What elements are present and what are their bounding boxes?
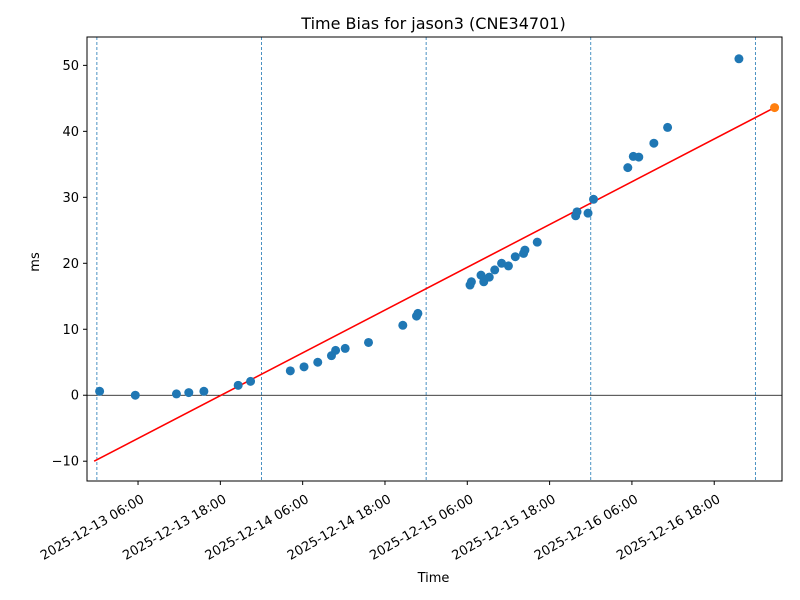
- data-point: [572, 207, 582, 217]
- y-tick-label: 40: [62, 125, 79, 140]
- axes-frame: [86, 36, 783, 482]
- highlight-point: [770, 103, 780, 113]
- data-point: [340, 343, 350, 353]
- data-point: [130, 390, 140, 400]
- data-point: [246, 376, 256, 386]
- y-tick-label: −10: [52, 455, 79, 470]
- data-point: [285, 366, 295, 376]
- data-point: [331, 345, 341, 355]
- y-tick-label: 50: [62, 59, 79, 74]
- highlight-points: [770, 103, 780, 113]
- data-points: [95, 54, 744, 400]
- data-point: [663, 122, 673, 132]
- data-point: [171, 389, 181, 399]
- day-boundary-lines: [96, 37, 756, 481]
- axes-background: [87, 37, 782, 481]
- data-point: [364, 337, 374, 347]
- data-point: [313, 357, 323, 367]
- fit-line: [93, 106, 775, 462]
- data-point: [589, 194, 599, 204]
- data-point: [583, 208, 593, 218]
- data-point: [634, 152, 644, 162]
- data-point: [184, 388, 194, 398]
- data-point: [623, 163, 633, 173]
- y-tick-label: 0: [71, 389, 79, 404]
- data-point: [497, 258, 507, 268]
- data-point: [503, 261, 513, 271]
- data-point: [520, 245, 530, 255]
- data-point: [734, 54, 744, 64]
- plot-area: [86, 36, 783, 482]
- data-point: [466, 277, 476, 287]
- y-tick-label: 30: [62, 191, 79, 206]
- data-point: [649, 138, 659, 148]
- data-point: [532, 237, 542, 247]
- y-tick-label: 20: [62, 257, 79, 272]
- data-point: [413, 308, 423, 318]
- y-tick-label: 10: [62, 323, 79, 338]
- y-axis-label: ms: [28, 252, 43, 272]
- x-axis-label: Time: [417, 571, 450, 586]
- data-point: [398, 320, 408, 330]
- data-point: [95, 386, 105, 396]
- data-point: [299, 362, 309, 372]
- data-point: [233, 380, 243, 390]
- chart-title: Time Bias for jason3 (CNE34701): [300, 14, 565, 33]
- data-point: [510, 252, 520, 262]
- data-point: [490, 265, 500, 275]
- data-point: [484, 272, 494, 282]
- data-point: [199, 386, 209, 396]
- y-axis-ticks: −10 0 10 20 30 40 50: [52, 59, 87, 470]
